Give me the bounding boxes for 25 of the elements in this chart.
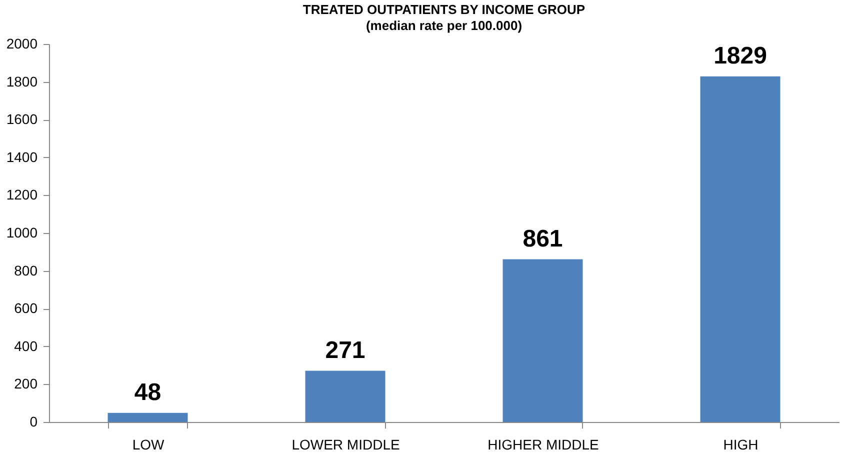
bar	[700, 76, 780, 422]
y-tick-label: 1000	[6, 224, 38, 240]
x-tick-label: HIGH	[723, 436, 758, 452]
x-tick-label: LOWER MIDDLE	[292, 436, 400, 452]
x-tick-label: LOW	[132, 436, 165, 452]
y-tick-label: 1600	[6, 111, 38, 128]
data-label: 271	[325, 336, 366, 364]
bar	[305, 370, 386, 422]
data-label: 1829	[714, 42, 767, 70]
bar	[502, 259, 583, 422]
bar	[108, 412, 188, 422]
y-tick-label: 1800	[6, 73, 38, 90]
y-tick-label: 400	[14, 338, 38, 354]
y-tick-label: 1200	[6, 186, 38, 203]
y-tick-label: 600	[14, 300, 38, 316]
y-tick-label: 1400	[6, 148, 38, 165]
data-label: 861	[522, 225, 563, 252]
y-tick-label: 0	[30, 414, 38, 430]
y-tick-label: 800	[14, 262, 38, 278]
x-tick-label: HIGHER MIDDLE	[488, 436, 599, 452]
y-tick-label: 200	[14, 376, 38, 392]
chart-title: TREATED OUTPATIENTS BY INCOME GROUP	[302, 2, 586, 17]
chart-subtitle: (median rate per 100.000)	[366, 18, 522, 33]
y-tick-label: 2000	[6, 36, 38, 52]
data-label: 48	[134, 378, 162, 406]
